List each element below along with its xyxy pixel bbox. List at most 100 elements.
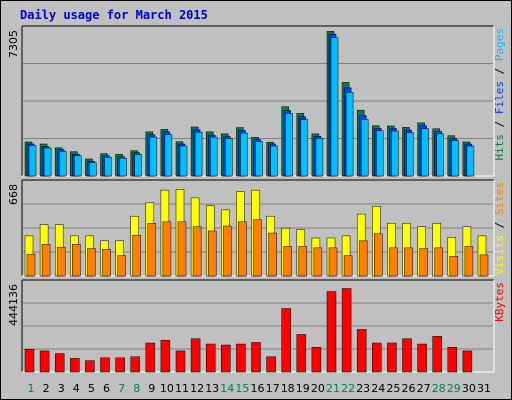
kbytes-bar <box>326 291 337 373</box>
day-label: 3 <box>58 382 65 395</box>
sites-bar <box>283 246 292 277</box>
day-label: 31 <box>477 382 491 395</box>
sites-bar <box>41 244 51 277</box>
day-label: 27 <box>417 382 431 395</box>
day-label: 24 <box>371 382 385 395</box>
sites-bar <box>464 246 474 277</box>
day-label: 12 <box>190 382 204 395</box>
kbytes-bar <box>402 338 412 373</box>
right-legend-bottom: KBytes <box>493 282 506 322</box>
right-legend-top: Hits / Files / Pages <box>493 28 506 161</box>
day-label: 4 <box>73 382 80 395</box>
pages-bar <box>345 92 354 177</box>
sites-bar <box>177 221 187 277</box>
day-label: 13 <box>205 382 219 395</box>
day-label: 20 <box>311 382 325 395</box>
kbytes-bar <box>130 356 140 373</box>
pages-bar <box>225 138 233 177</box>
day-label: 21 <box>326 382 340 395</box>
pages-bar <box>421 128 429 177</box>
legend-separator: / <box>493 215 506 235</box>
sites-bar <box>313 247 323 277</box>
day-label: 7 <box>118 382 125 395</box>
kbytes-bar <box>39 350 50 373</box>
kbytes-bar <box>175 350 186 373</box>
day-label: 29 <box>447 382 461 395</box>
kbytes-bar <box>266 356 276 373</box>
kbytes-bar <box>462 350 473 373</box>
sites-bar <box>404 247 413 277</box>
day-label: 28 <box>432 382 446 395</box>
kbytes-bar <box>311 347 322 373</box>
day-label: 6 <box>103 382 110 395</box>
pages-bar <box>240 132 248 177</box>
sites-bar <box>132 234 141 277</box>
pages-bar <box>28 145 37 177</box>
sites-bar <box>419 248 428 277</box>
kbytes-bar <box>100 357 110 373</box>
kbytes-bar <box>115 357 125 373</box>
day-label: 10 <box>160 382 174 395</box>
right-legend-middle: Visits / Sites <box>493 182 506 275</box>
sites-bar <box>102 249 111 277</box>
pages-bar <box>58 151 67 177</box>
sites-bar <box>87 248 96 277</box>
kbytes-bar <box>205 343 216 373</box>
day-label: 18 <box>281 382 295 395</box>
sites-bar <box>434 247 443 277</box>
day-label: 15 <box>235 382 249 395</box>
kbytes-bar <box>417 343 427 373</box>
sites-bar <box>192 226 202 277</box>
sites-bar <box>26 253 36 277</box>
day-label: 1 <box>28 382 35 395</box>
sites-bar <box>374 233 383 277</box>
day-label: 5 <box>88 382 95 395</box>
sites-bar <box>268 232 277 277</box>
pages-bar <box>376 130 384 177</box>
pages-bar <box>194 131 203 177</box>
sites-bar <box>207 230 217 277</box>
day-label: 11 <box>175 382 189 395</box>
kbytes-bar <box>236 343 246 373</box>
day-label: 16 <box>251 382 265 395</box>
sites-bar <box>358 240 368 277</box>
pages-bar <box>43 147 52 177</box>
pages-bar <box>209 136 218 177</box>
sites-bar <box>117 255 126 277</box>
day-label: 19 <box>296 382 310 395</box>
y-max-label: 7305 <box>7 30 20 58</box>
pages-bar <box>149 136 158 177</box>
pages-bar <box>315 138 324 177</box>
sites-bar <box>343 255 353 277</box>
y-max-label: 668 <box>7 184 20 205</box>
pages-bar <box>360 119 369 177</box>
pages-bar <box>300 119 309 177</box>
legend-hits: Hits <box>493 134 506 161</box>
kbytes-bar <box>251 342 261 373</box>
chart-title: Daily usage for March 2015 <box>20 8 208 22</box>
kbytes-bar <box>54 353 65 373</box>
legend-visits: Visits <box>493 235 506 275</box>
pages-bar <box>285 113 293 177</box>
day-label: 9 <box>148 382 155 395</box>
legend-separator: / <box>493 61 506 81</box>
pages-bar <box>119 157 127 177</box>
y-max-label: 444136 <box>7 284 20 326</box>
pages-bar <box>255 141 263 177</box>
legend-sites: Sites <box>493 182 506 215</box>
legend-pages: Pages <box>493 28 506 61</box>
day-label: 17 <box>266 382 280 395</box>
sites-bar <box>449 256 459 277</box>
day-label: 22 <box>341 382 355 395</box>
legend-kbytes: KBytes <box>493 282 506 322</box>
legend-separator: / <box>493 114 506 134</box>
kbytes-bar <box>387 342 397 373</box>
pages-bar <box>89 162 97 177</box>
sites-bar <box>147 222 157 277</box>
kbytes-bar <box>70 358 80 373</box>
sites-bar <box>72 244 81 277</box>
kbytes-bar <box>160 339 171 373</box>
kbytes-bar <box>432 336 442 373</box>
pages-bar <box>270 145 278 177</box>
